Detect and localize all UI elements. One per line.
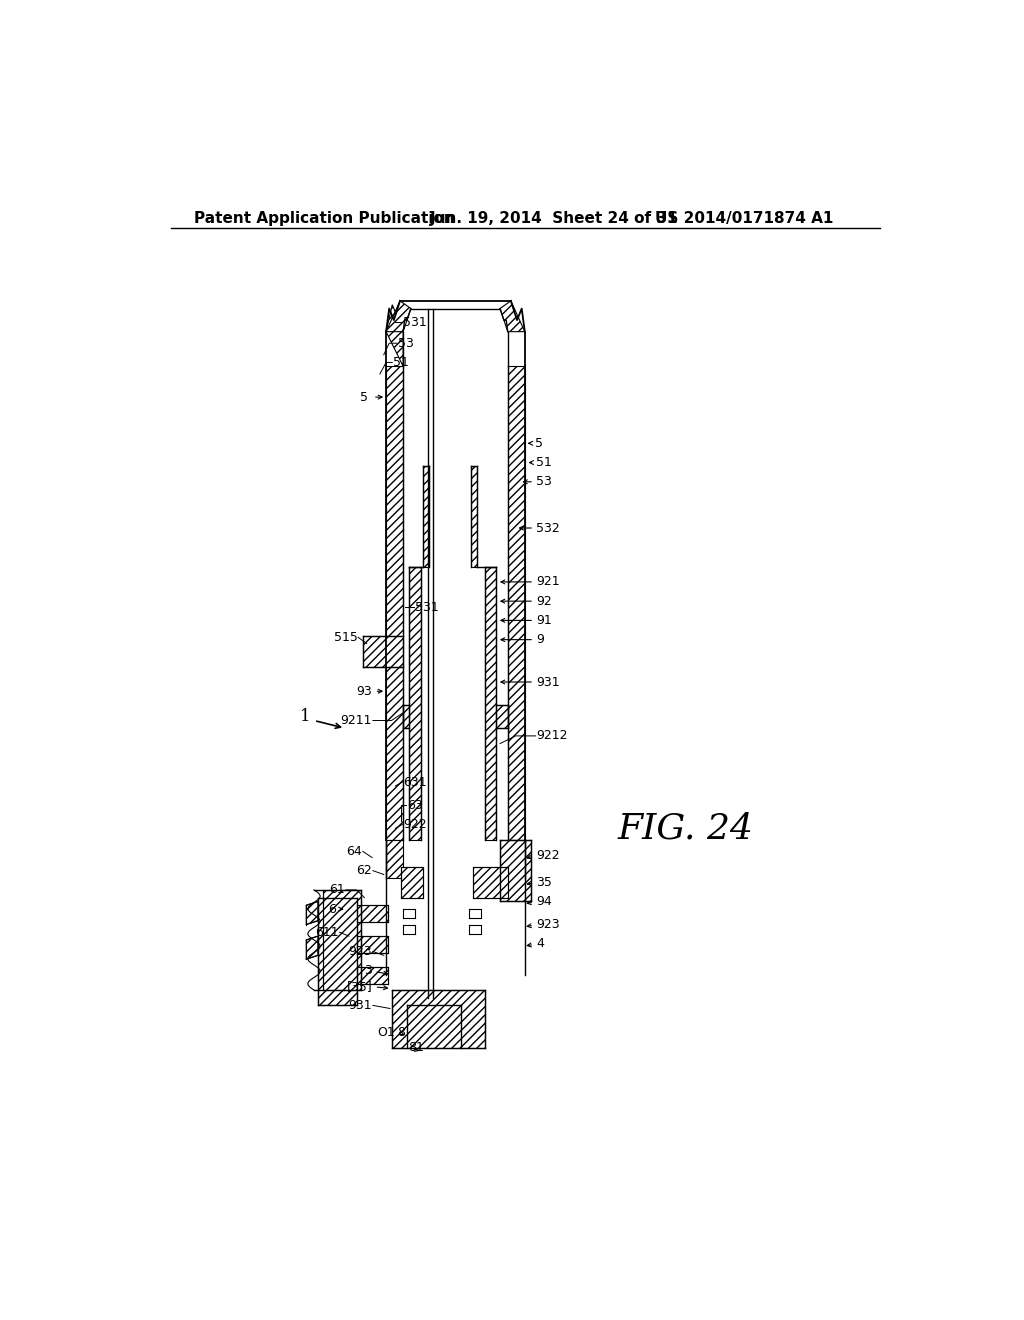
Text: [35]: [35]: [346, 979, 372, 993]
Polygon shape: [356, 906, 388, 923]
Polygon shape: [400, 867, 423, 898]
Text: 53: 53: [397, 337, 414, 350]
Polygon shape: [306, 936, 317, 960]
Text: 4: 4: [537, 937, 545, 950]
Polygon shape: [496, 705, 508, 729]
Text: 5: 5: [360, 391, 369, 404]
Text: Patent Application Publication: Patent Application Publication: [194, 211, 455, 226]
Text: 9: 9: [537, 634, 545, 647]
Text: 9212: 9212: [537, 730, 568, 742]
Text: 922: 922: [537, 849, 560, 862]
Text: 923: 923: [537, 917, 560, 931]
Polygon shape: [356, 966, 388, 983]
Text: 631: 631: [403, 776, 427, 788]
Text: Jun. 19, 2014  Sheet 24 of 31: Jun. 19, 2014 Sheet 24 of 31: [430, 211, 679, 226]
Text: O1: O1: [378, 1026, 395, 1039]
Text: 931: 931: [348, 999, 372, 1012]
Text: 81: 81: [409, 1041, 424, 1055]
Text: 531: 531: [415, 601, 438, 614]
Text: 922: 922: [403, 818, 427, 832]
Text: 532: 532: [537, 521, 560, 535]
Polygon shape: [484, 566, 496, 840]
Polygon shape: [403, 705, 410, 729]
Text: 63: 63: [407, 799, 423, 812]
Text: 64: 64: [346, 845, 362, 858]
Polygon shape: [471, 466, 477, 566]
Text: 931: 931: [537, 676, 560, 689]
Text: US 2014/0171874 A1: US 2014/0171874 A1: [655, 211, 834, 226]
Polygon shape: [317, 898, 356, 1006]
Polygon shape: [362, 636, 403, 667]
Text: 921: 921: [537, 576, 560, 589]
Text: 5: 5: [535, 437, 543, 450]
Text: 91: 91: [537, 614, 552, 627]
Text: 62: 62: [356, 865, 372, 878]
Text: FIG. 24: FIG. 24: [618, 812, 754, 845]
Polygon shape: [391, 990, 484, 1048]
Text: 94: 94: [537, 895, 552, 908]
Text: 35: 35: [537, 875, 552, 888]
Polygon shape: [306, 902, 317, 924]
Text: 92: 92: [537, 594, 552, 607]
Text: 1: 1: [300, 708, 310, 725]
Text: 515: 515: [334, 631, 357, 644]
Polygon shape: [386, 840, 403, 878]
Polygon shape: [508, 367, 524, 840]
Text: 531: 531: [403, 315, 427, 329]
Text: 6: 6: [328, 903, 336, 916]
Text: 9211: 9211: [341, 714, 372, 727]
Text: 8: 8: [397, 1026, 404, 1039]
Polygon shape: [473, 867, 508, 898]
Polygon shape: [500, 301, 524, 331]
Polygon shape: [508, 840, 524, 878]
Polygon shape: [423, 466, 429, 566]
Polygon shape: [386, 305, 403, 367]
Polygon shape: [386, 367, 403, 840]
Text: 3: 3: [365, 964, 372, 977]
Polygon shape: [324, 890, 360, 990]
Text: 51: 51: [537, 455, 552, 469]
Text: 93: 93: [356, 685, 372, 698]
Polygon shape: [386, 301, 411, 331]
Text: 53: 53: [537, 475, 552, 488]
Text: 923: 923: [348, 945, 372, 958]
Text: 51: 51: [393, 356, 409, 370]
Text: 61: 61: [330, 883, 345, 896]
Text: 611: 611: [315, 925, 339, 939]
Polygon shape: [500, 840, 531, 902]
Polygon shape: [410, 566, 421, 840]
Polygon shape: [356, 936, 388, 953]
